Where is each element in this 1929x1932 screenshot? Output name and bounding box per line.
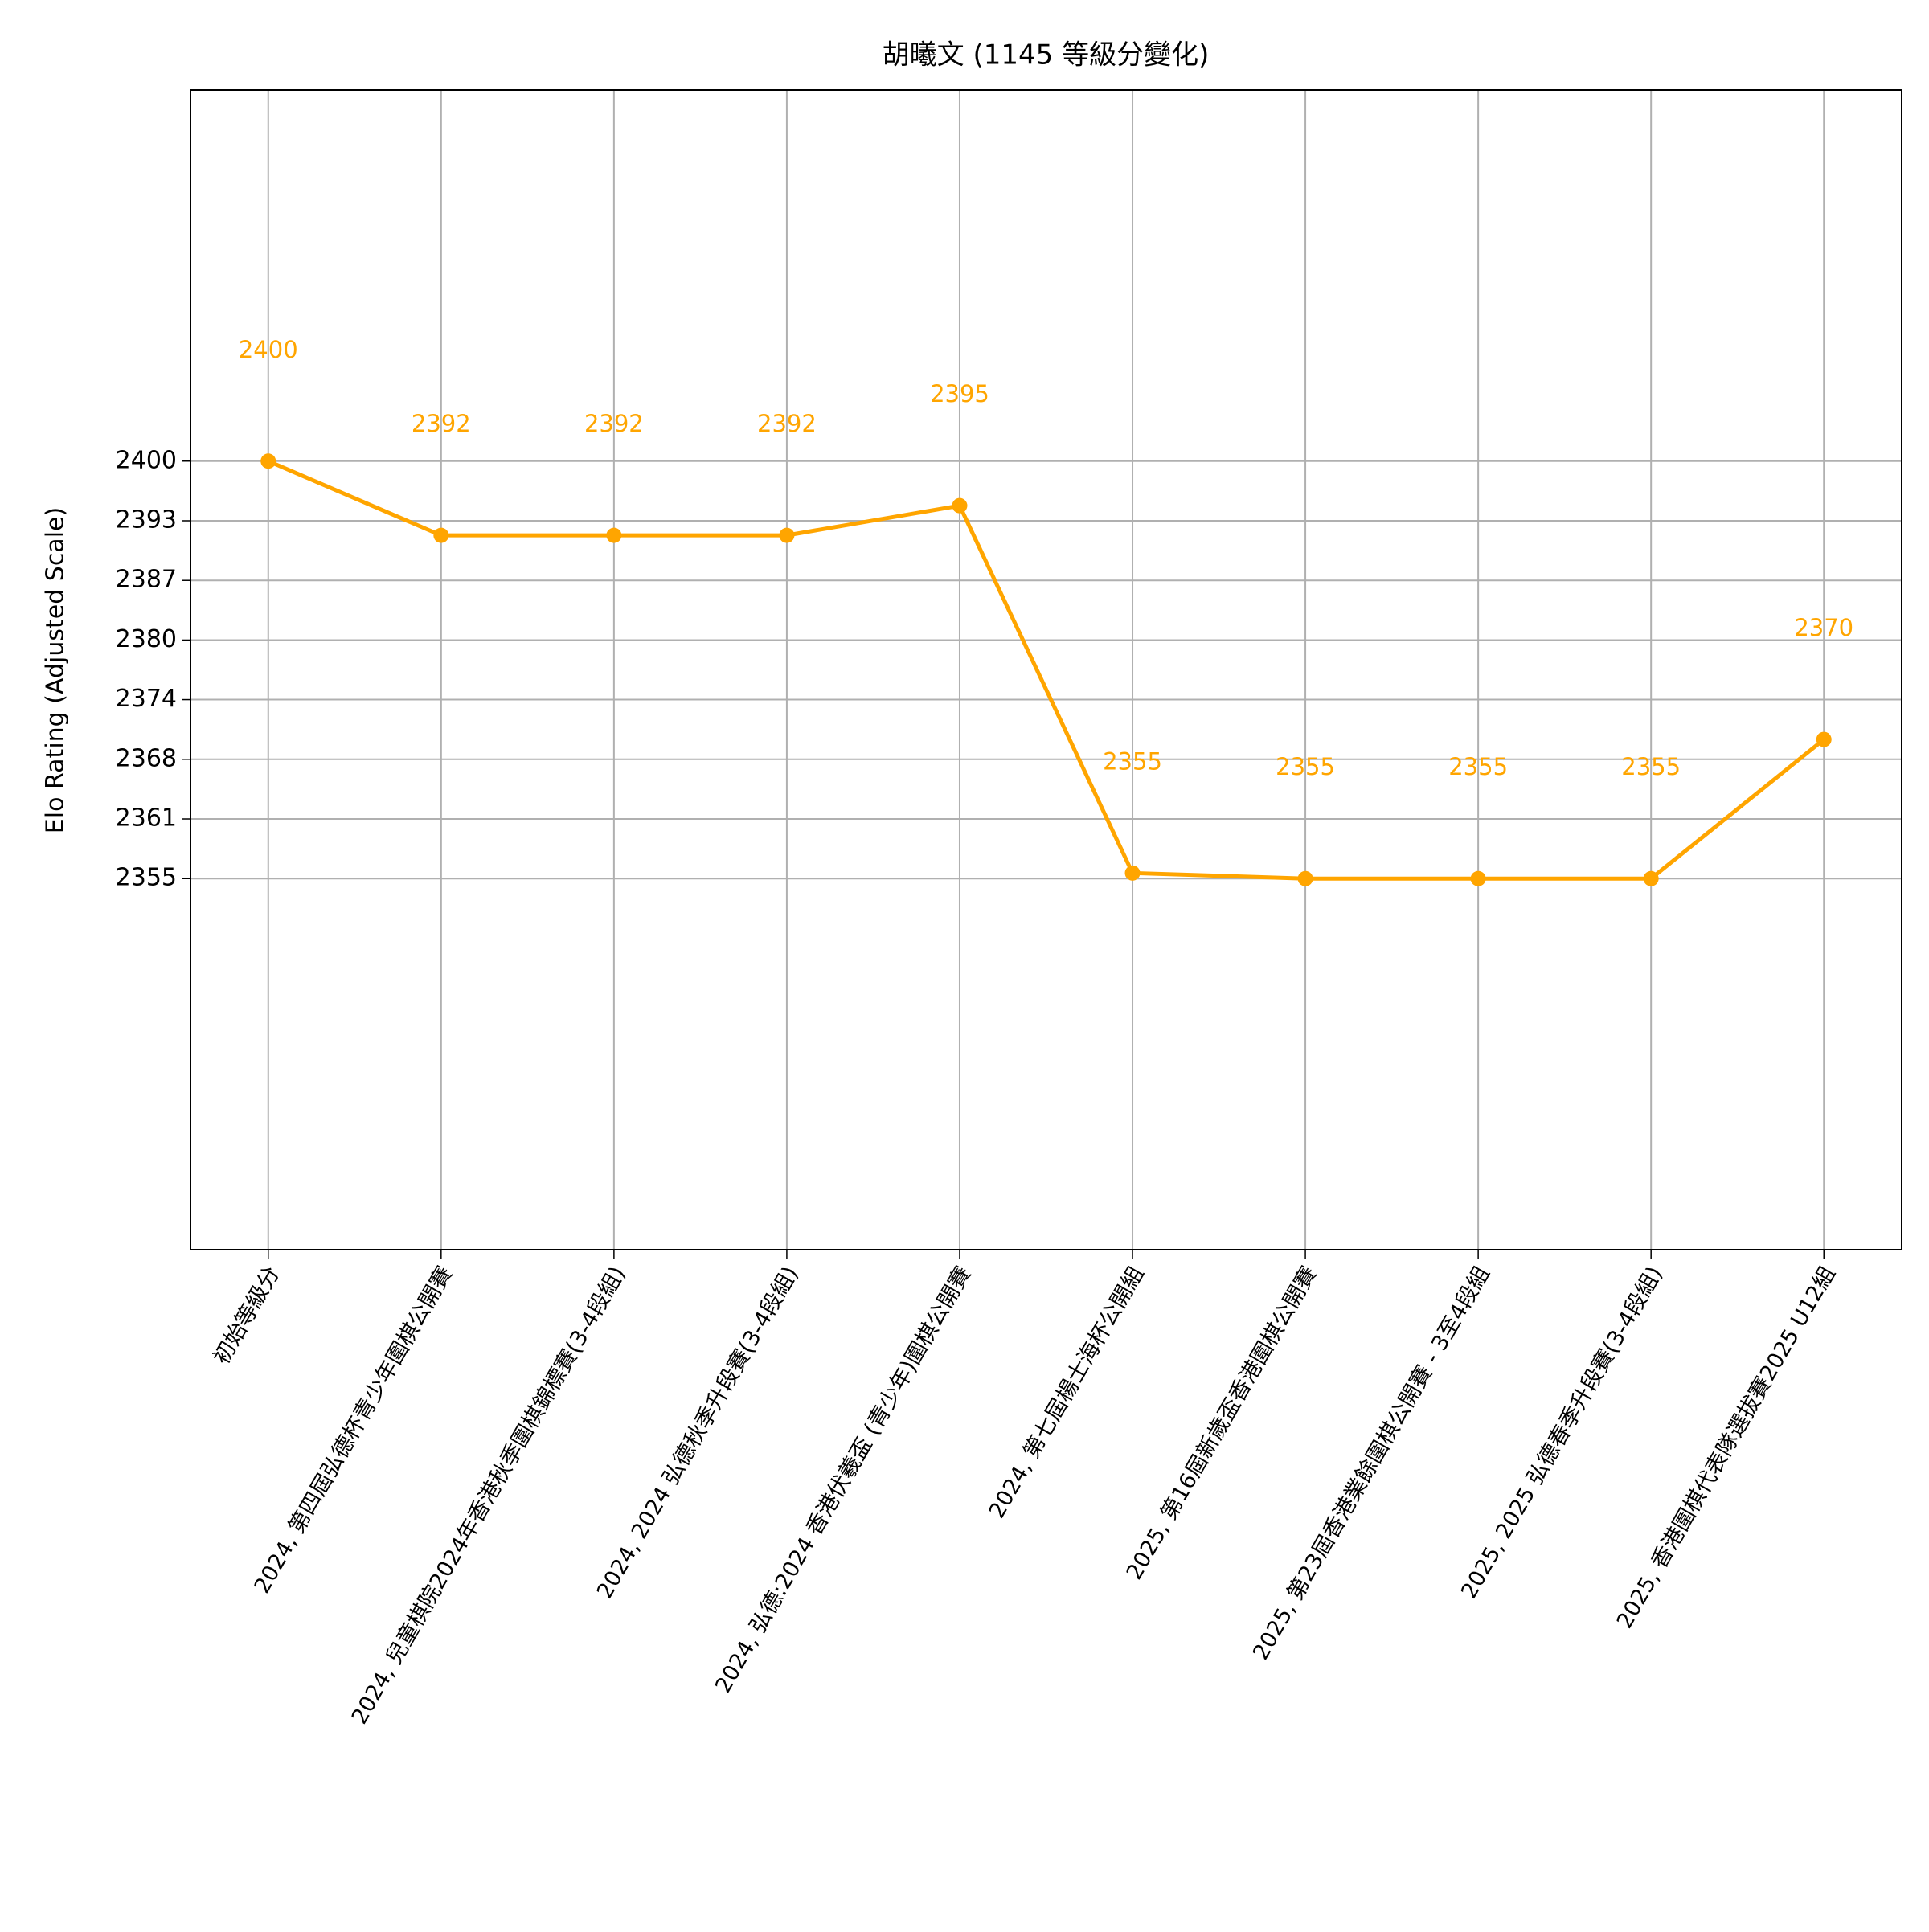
data-point (606, 527, 622, 543)
y-tick-label: 2355 (116, 864, 177, 892)
data-point (1816, 731, 1832, 747)
data-label: 2355 (1448, 753, 1508, 780)
data-label: 2355 (1103, 747, 1162, 775)
data-point (952, 497, 968, 514)
data-label: 2355 (1621, 753, 1681, 780)
plot-frame (190, 89, 1902, 1250)
data-point (779, 527, 795, 543)
data-point (1643, 870, 1659, 886)
y-tick-label: 2374 (116, 685, 177, 713)
data-line (267, 459, 1825, 881)
y-tick-label: 2393 (116, 506, 177, 534)
y-axis-label: Elo Rating (Adjusted Scale) (42, 507, 70, 833)
data-point (1297, 870, 1313, 886)
data-label: 2392 (412, 410, 471, 437)
data-point (1124, 865, 1141, 881)
chart-title: 胡曦文 (1145 等級分變化) (883, 39, 1210, 72)
y-tick-label: 2387 (116, 566, 177, 594)
data-label: 2355 (1276, 753, 1335, 780)
data-label: 2395 (930, 380, 989, 407)
y-tick-label: 2361 (116, 804, 177, 833)
data-point (433, 527, 449, 543)
data-label: 2392 (757, 410, 817, 437)
data-label: 2370 (1794, 614, 1853, 641)
data-point (1470, 870, 1486, 886)
data-label: 2400 (239, 336, 298, 363)
data-point (260, 453, 276, 469)
y-tick-label: 2380 (116, 625, 177, 653)
data-label: 2392 (584, 410, 644, 437)
y-tick-label: 2368 (116, 744, 177, 772)
y-tick-label: 2400 (116, 446, 177, 474)
